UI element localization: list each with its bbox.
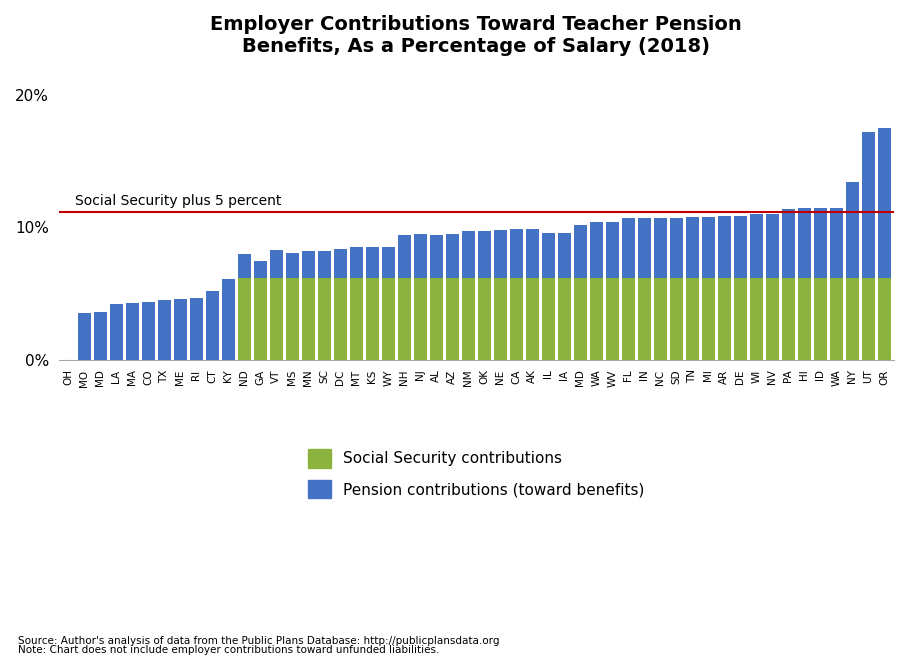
Bar [654,278,667,360]
Bar [110,304,123,360]
Text: Source: Author's analysis of data from the Public Plans Database: http://publicp: Source: Author's analysis of data from t… [18,636,500,645]
Bar [445,234,459,278]
Bar [462,232,474,278]
Bar [77,314,91,360]
Bar [718,216,731,278]
Bar [398,278,411,360]
Bar [302,251,315,278]
Bar [174,299,186,360]
Bar [270,250,283,278]
Bar [205,291,219,360]
Bar [222,279,235,360]
Bar [750,278,763,360]
Bar [670,218,683,278]
Bar [142,302,155,360]
Bar [782,278,795,360]
Bar [525,229,539,278]
Bar [270,278,283,360]
Bar [782,209,795,278]
Bar [318,278,331,360]
Bar [494,230,507,278]
Bar [462,278,474,360]
Bar [334,249,347,278]
Bar [814,278,827,360]
Bar [365,248,379,278]
Bar [382,278,395,360]
Bar [285,278,299,360]
Bar [542,233,554,278]
Bar [318,251,331,278]
Bar [862,278,875,360]
Bar [590,278,603,360]
Bar [846,182,859,278]
Bar [125,303,139,360]
Bar [430,278,443,360]
Bar [478,232,491,278]
Bar [157,300,171,360]
Bar [685,278,699,360]
Bar [702,278,714,360]
Bar [734,278,747,360]
Bar [718,278,731,360]
Bar [830,208,843,278]
Bar [750,214,763,278]
Bar [798,278,811,360]
Bar [814,208,827,278]
Bar [605,278,619,360]
Bar [558,233,571,278]
Bar [430,236,443,278]
Bar [862,132,875,278]
Bar [846,278,859,360]
Bar [542,278,554,360]
Bar [494,278,507,360]
Bar [878,278,891,360]
Bar [798,208,811,278]
Bar [622,218,634,278]
Bar [445,278,459,360]
Bar [190,298,203,360]
Legend: Social Security contributions, Pension contributions (toward benefits): Social Security contributions, Pension c… [308,449,644,498]
Bar [254,278,267,360]
Bar [765,278,779,360]
Bar [237,254,251,278]
Bar [590,222,603,278]
Bar [558,278,571,360]
Bar [510,278,523,360]
Bar [638,218,651,278]
Bar [574,278,587,360]
Bar [685,217,699,278]
Bar [414,278,427,360]
Bar [350,278,363,360]
Bar [670,278,683,360]
Bar [302,278,315,360]
Bar [478,278,491,360]
Bar [525,278,539,360]
Bar [574,225,587,278]
Bar [734,216,747,278]
Bar [382,248,395,278]
Bar [702,217,714,278]
Bar [878,128,891,278]
Bar [654,218,667,278]
Bar [94,312,106,360]
Bar [510,229,523,278]
Title: Employer Contributions Toward Teacher Pension
Benefits, As a Percentage of Salar: Employer Contributions Toward Teacher Pe… [210,15,742,56]
Bar [237,278,251,360]
Bar [365,278,379,360]
Bar [765,214,779,278]
Bar [285,253,299,278]
Bar [334,278,347,360]
Bar [398,236,411,278]
Bar [622,278,634,360]
Text: Note: Chart does not include employer contributions toward unfunded liabilities.: Note: Chart does not include employer co… [18,645,440,655]
Bar [605,222,619,278]
Bar [414,234,427,278]
Text: Social Security plus 5 percent: Social Security plus 5 percent [75,193,282,208]
Bar [638,278,651,360]
Bar [830,278,843,360]
Bar [254,261,267,278]
Bar [350,248,363,278]
